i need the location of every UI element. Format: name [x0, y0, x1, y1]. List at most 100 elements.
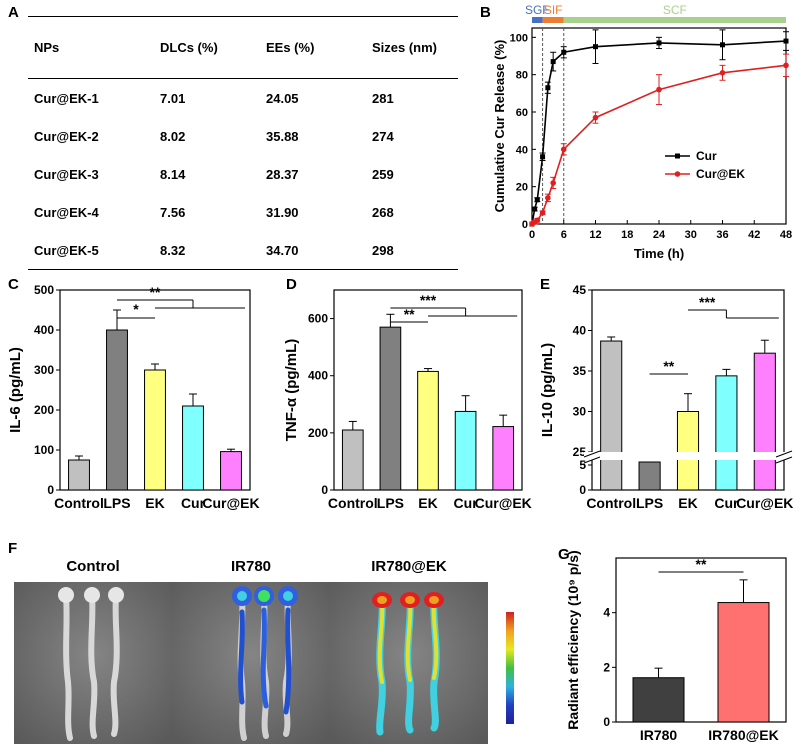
y-tick-label: 0 — [47, 483, 54, 497]
cell: Cur@EK-3 — [34, 166, 99, 182]
data-point — [545, 195, 551, 201]
x-tick-label: 30 — [685, 229, 697, 241]
x-tick-label: Cur@EK — [736, 495, 793, 511]
x-tick-label: IR780@EK — [708, 727, 778, 743]
phase-label-sif: SIF — [544, 3, 563, 17]
plot-frame — [615, 557, 787, 723]
tnfa-chart: 0 200 400 600 TNF-α (pg/mL) Control LPS EK CurCu… — [283, 289, 532, 511]
y-tick-label: 0 — [321, 483, 328, 497]
table-row: Cur@EK-3 8.14 28.37 259 — [28, 155, 458, 193]
data-point — [561, 49, 567, 55]
phase-bar-sif — [542, 17, 564, 23]
bar-lps — [106, 329, 128, 491]
y-tick-label: 200 — [308, 426, 328, 440]
fluorescence-image-control — [14, 582, 172, 744]
y-tick-label: 35 — [573, 364, 587, 378]
bar-control — [68, 459, 90, 491]
significance-label: ** — [404, 306, 415, 322]
panel-label-c: C — [8, 276, 19, 293]
bar-curek — [220, 451, 242, 491]
y-tick-label: 200 — [34, 403, 54, 417]
bar-ek — [676, 411, 700, 491]
formulation-table: NPs DLCs (%) EEs (%) Sizes (nm) Cur@EK-1… — [28, 16, 458, 270]
col-header-sizes: Sizes (nm) — [366, 16, 458, 79]
significance-label: ** — [150, 284, 161, 300]
phase-label-sgf: SGF — [525, 3, 550, 17]
bar-curek — [492, 426, 515, 491]
legend-label: Cur — [696, 149, 717, 163]
x-tick-label: EK — [418, 495, 437, 511]
legend-marker — [674, 171, 681, 177]
y-axis-label: IL-10 (pg/mL) — [539, 343, 556, 437]
y-tick-label: 0 — [579, 483, 586, 497]
col-header-nps: NPs — [28, 16, 154, 79]
y-tick-label: 5 — [579, 458, 586, 472]
panel-label-e: E — [540, 276, 551, 293]
data-point — [534, 217, 541, 224]
y-tick-label: 400 — [34, 323, 54, 337]
x-tick-label: 12 — [589, 229, 601, 241]
bar-ek — [417, 370, 439, 491]
y-axis-label: IL-6 (pg/mL) — [7, 347, 24, 433]
cell: 35.88 — [266, 128, 299, 144]
data-point — [783, 38, 789, 44]
bar-control — [341, 429, 364, 491]
x-tick-label: EK — [678, 495, 697, 511]
cell: 8.32 — [154, 231, 260, 270]
bar-cur — [182, 405, 204, 491]
y-tick-label: 40 — [516, 144, 528, 156]
y-tick-label: 20 — [516, 182, 528, 194]
panel-label-a: A — [8, 4, 19, 21]
table-header-row: NPs DLCs (%) EEs (%) Sizes (nm) — [28, 16, 458, 79]
y-tick-label: 600 — [308, 312, 328, 326]
cell: 28.37 — [266, 166, 299, 182]
y-tick-label: 0 — [522, 219, 528, 231]
panel-label-f: F — [8, 540, 18, 557]
panel-label-d: D — [286, 276, 297, 293]
data-point — [592, 114, 599, 121]
cell: 8.14 — [160, 166, 186, 182]
cell: Cur@EK-1 — [34, 90, 99, 106]
axis-break-mark — [775, 456, 793, 464]
y-axis-label: TNF-α (pg/mL) — [283, 339, 300, 442]
data-point — [720, 42, 725, 48]
il10-chart: 0 525 30 35 40 45 IL-10 (pg/mL) Control LPS EK Cur… — [539, 283, 793, 511]
cell: 281 — [372, 90, 394, 106]
data-point — [534, 197, 540, 203]
legend-label: Cur@EK — [696, 167, 745, 181]
x-tick-label: LPS — [636, 495, 663, 511]
data-point — [539, 210, 546, 216]
cell: Cur@EK-2 — [34, 128, 99, 144]
x-tick-label: 24 — [653, 229, 666, 241]
data-point — [656, 40, 662, 46]
y-tick-label: 4 — [603, 606, 610, 620]
image-title-ir780: IR780 — [230, 558, 272, 575]
significance-label: *** — [420, 292, 437, 308]
x-tick-label: 42 — [748, 229, 760, 241]
cell: Cur@EK-4 — [34, 204, 99, 220]
panel-label-g: G — [558, 546, 570, 563]
y-tick-label: 25 — [573, 445, 587, 459]
cell: Cur@EK-5 — [28, 231, 154, 270]
axis-break-mark — [583, 456, 601, 464]
significance-label: *** — [699, 294, 716, 310]
bar-cur — [715, 375, 738, 491]
bar-ir780ek — [717, 602, 770, 723]
y-tick-label: 45 — [573, 283, 587, 297]
y-tick-label: 80 — [516, 70, 528, 82]
cell: 24.05 — [266, 90, 299, 106]
x-tick-label: IR780 — [640, 727, 678, 743]
data-point — [783, 62, 789, 69]
col-header-ees: EEs (%) — [260, 16, 366, 79]
bar-lps — [638, 461, 661, 491]
y-tick-label: 100 — [34, 443, 54, 457]
panel-label-b: B — [480, 4, 491, 21]
cell: 7.01 — [160, 90, 186, 106]
y-axis-label: Cumulative Cur Release (%) — [492, 40, 507, 213]
data-point — [656, 86, 662, 93]
phase-label-scf: SCF — [663, 3, 687, 17]
x-tick-label: Cur — [181, 495, 206, 511]
x-tick-label: 48 — [780, 229, 792, 241]
data-point — [545, 85, 551, 91]
col-header-dlcs: DLCs (%) — [154, 16, 260, 79]
